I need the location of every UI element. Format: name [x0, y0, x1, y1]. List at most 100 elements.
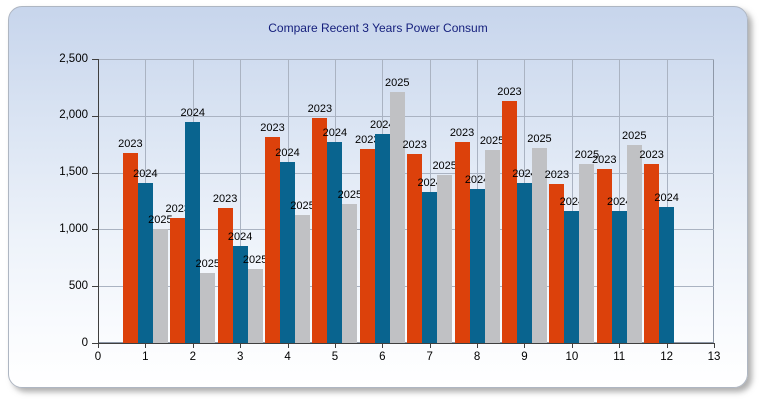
bar-label-2023-month-10: 2023 — [544, 168, 570, 181]
x-axis-tick — [240, 343, 242, 348]
bar-label-2023-month-2: 2023 — [165, 203, 190, 216]
bar-label-2024-month-3: 2024 — [227, 230, 253, 243]
bar-2024-month-12 — [659, 207, 675, 343]
y-axis-line — [98, 59, 99, 344]
x-axis-tick — [619, 343, 621, 348]
bar-label-2024-month-1: 2024 — [133, 167, 158, 180]
bar-2024-month-8 — [469, 189, 485, 343]
x-axis-tick — [666, 343, 668, 348]
bar-label-2025-month-9: 2025 — [527, 132, 552, 145]
y-axis-tick-label: 500 — [68, 279, 88, 292]
bar-label-2023-month-6: 2023 — [355, 134, 380, 147]
y-axis-tick — [92, 115, 98, 117]
y-gridline — [98, 286, 714, 288]
chart-title: Compare Recent 3 Years Power Consum — [268, 21, 488, 35]
x-axis-tick — [429, 343, 431, 348]
bar-label-2024-month-4: 2024 — [275, 147, 300, 160]
y-gridline — [98, 172, 714, 174]
y-axis-tick — [92, 229, 98, 231]
bar-2025-month-8 — [484, 150, 500, 343]
y-axis-tick-label: 2,000 — [59, 109, 88, 122]
bar-label-2025-month-6: 2025 — [385, 76, 410, 89]
bar-2024-month-3 — [232, 245, 248, 343]
bar-2023-month-12 — [644, 163, 660, 343]
bar-label-2025-month-11: 2025 — [621, 130, 647, 143]
bar-label-2023-month-7: 2023 — [402, 138, 427, 151]
bar-label-2024-month-6: 2024 — [370, 118, 395, 131]
x-axis-tick — [98, 343, 99, 348]
bar-label-2025-month-1: 2025 — [148, 214, 173, 227]
bar-label-2024-month-7: 2024 — [417, 176, 442, 189]
bar-2023-month-11 — [596, 169, 612, 343]
x-axis-tick-label: 6 — [379, 351, 386, 363]
bar-label-2023-month-5: 2023 — [307, 102, 333, 115]
x-axis-tick — [334, 343, 336, 348]
x-gridline — [666, 59, 668, 343]
bar-2025-month-11 — [626, 145, 642, 343]
chart-panel: Compare Recent 3 Years Power Consum 0 500… — [8, 6, 748, 388]
bar-2023-month-6 — [359, 149, 375, 343]
bar-label-2024-month-2: 2024 — [180, 107, 205, 120]
y-axis-tick-label: 1,500 — [59, 166, 88, 179]
bar-label-2024-month-5: 2024 — [322, 126, 348, 139]
bar-2025-month-7 — [437, 175, 453, 343]
x-axis-tick — [192, 343, 194, 348]
bar-2025-month-1 — [152, 229, 168, 343]
bar-2023-month-7 — [407, 153, 423, 343]
bar-2023-month-10 — [549, 183, 565, 343]
bar-2023-month-5 — [312, 117, 328, 343]
bar-2025-month-9 — [531, 147, 547, 343]
x-axis-tick-label: 1 — [142, 351, 149, 363]
bar-label-2024-month-9: 2024 — [512, 168, 537, 181]
x-axis-tick — [145, 343, 147, 348]
bar-2024-month-6 — [374, 133, 390, 343]
bar-2023-month-4 — [265, 136, 281, 343]
x-axis-tick-label: 2 — [189, 351, 196, 363]
x-axis-tick — [287, 343, 289, 348]
bar-label-2023-month-4: 2023 — [260, 121, 285, 134]
y-gridline — [98, 59, 714, 60]
x-axis-tick-label: 13 — [707, 351, 721, 363]
x-axis-tick-label: 4 — [284, 351, 291, 363]
bar-2025-month-6 — [389, 91, 405, 343]
bar-label-2023-month-1: 2023 — [118, 137, 143, 150]
bar-2023-month-8 — [454, 141, 470, 343]
x-axis-tick-label: 8 — [473, 351, 481, 363]
bar-2023-month-9 — [501, 101, 517, 343]
bar-2023-month-3 — [217, 207, 233, 343]
bar-2024-month-7 — [422, 191, 438, 343]
y-axis-tick-label: 0 — [81, 336, 88, 349]
bar-2024-month-10 — [564, 210, 580, 343]
bar-2025-month-3 — [247, 269, 263, 343]
bar-label-2025-month-7: 2025 — [432, 160, 457, 173]
bar-label-2024-month-11: 2024 — [606, 196, 632, 209]
bar-2024-month-1 — [137, 182, 153, 343]
x-axis-tick — [714, 343, 715, 348]
bar-label-2024-month-12: 2024 — [654, 192, 679, 205]
y-axis-tick-label: 2,500 — [59, 52, 88, 65]
bar-2024-month-11 — [611, 211, 627, 343]
bar-2024-month-4 — [280, 162, 296, 343]
bar-label-2025-month-8: 2025 — [479, 135, 505, 148]
bar-label-2025-month-3: 2025 — [242, 254, 268, 267]
bar-2024-month-9 — [516, 183, 532, 343]
x-axis-tick — [477, 343, 479, 348]
y-axis-tick — [92, 343, 98, 344]
bar-2025-month-4 — [295, 215, 311, 343]
x-axis-tick-label: 3 — [236, 351, 244, 363]
bar-2023-month-1 — [122, 152, 138, 343]
y-axis-tick — [92, 172, 98, 174]
bar-label-2023-month-8: 2023 — [449, 126, 475, 139]
bar-label-2025-month-4: 2025 — [290, 200, 315, 213]
bar-label-2023-month-11: 2023 — [591, 154, 617, 167]
bar-label-2025-month-5: 2025 — [337, 188, 363, 201]
bar-2025-month-10 — [579, 163, 595, 343]
y-axis-tick — [92, 59, 98, 60]
x-axis-tick-label: 5 — [331, 351, 339, 363]
y-gridline — [98, 229, 714, 231]
bar-2025-month-2 — [200, 272, 216, 343]
bar-label-2024-month-10: 2024 — [559, 195, 585, 208]
bar-label-2023-month-3: 2023 — [212, 192, 238, 205]
y-axis-tick-label: 1,000 — [59, 222, 88, 235]
